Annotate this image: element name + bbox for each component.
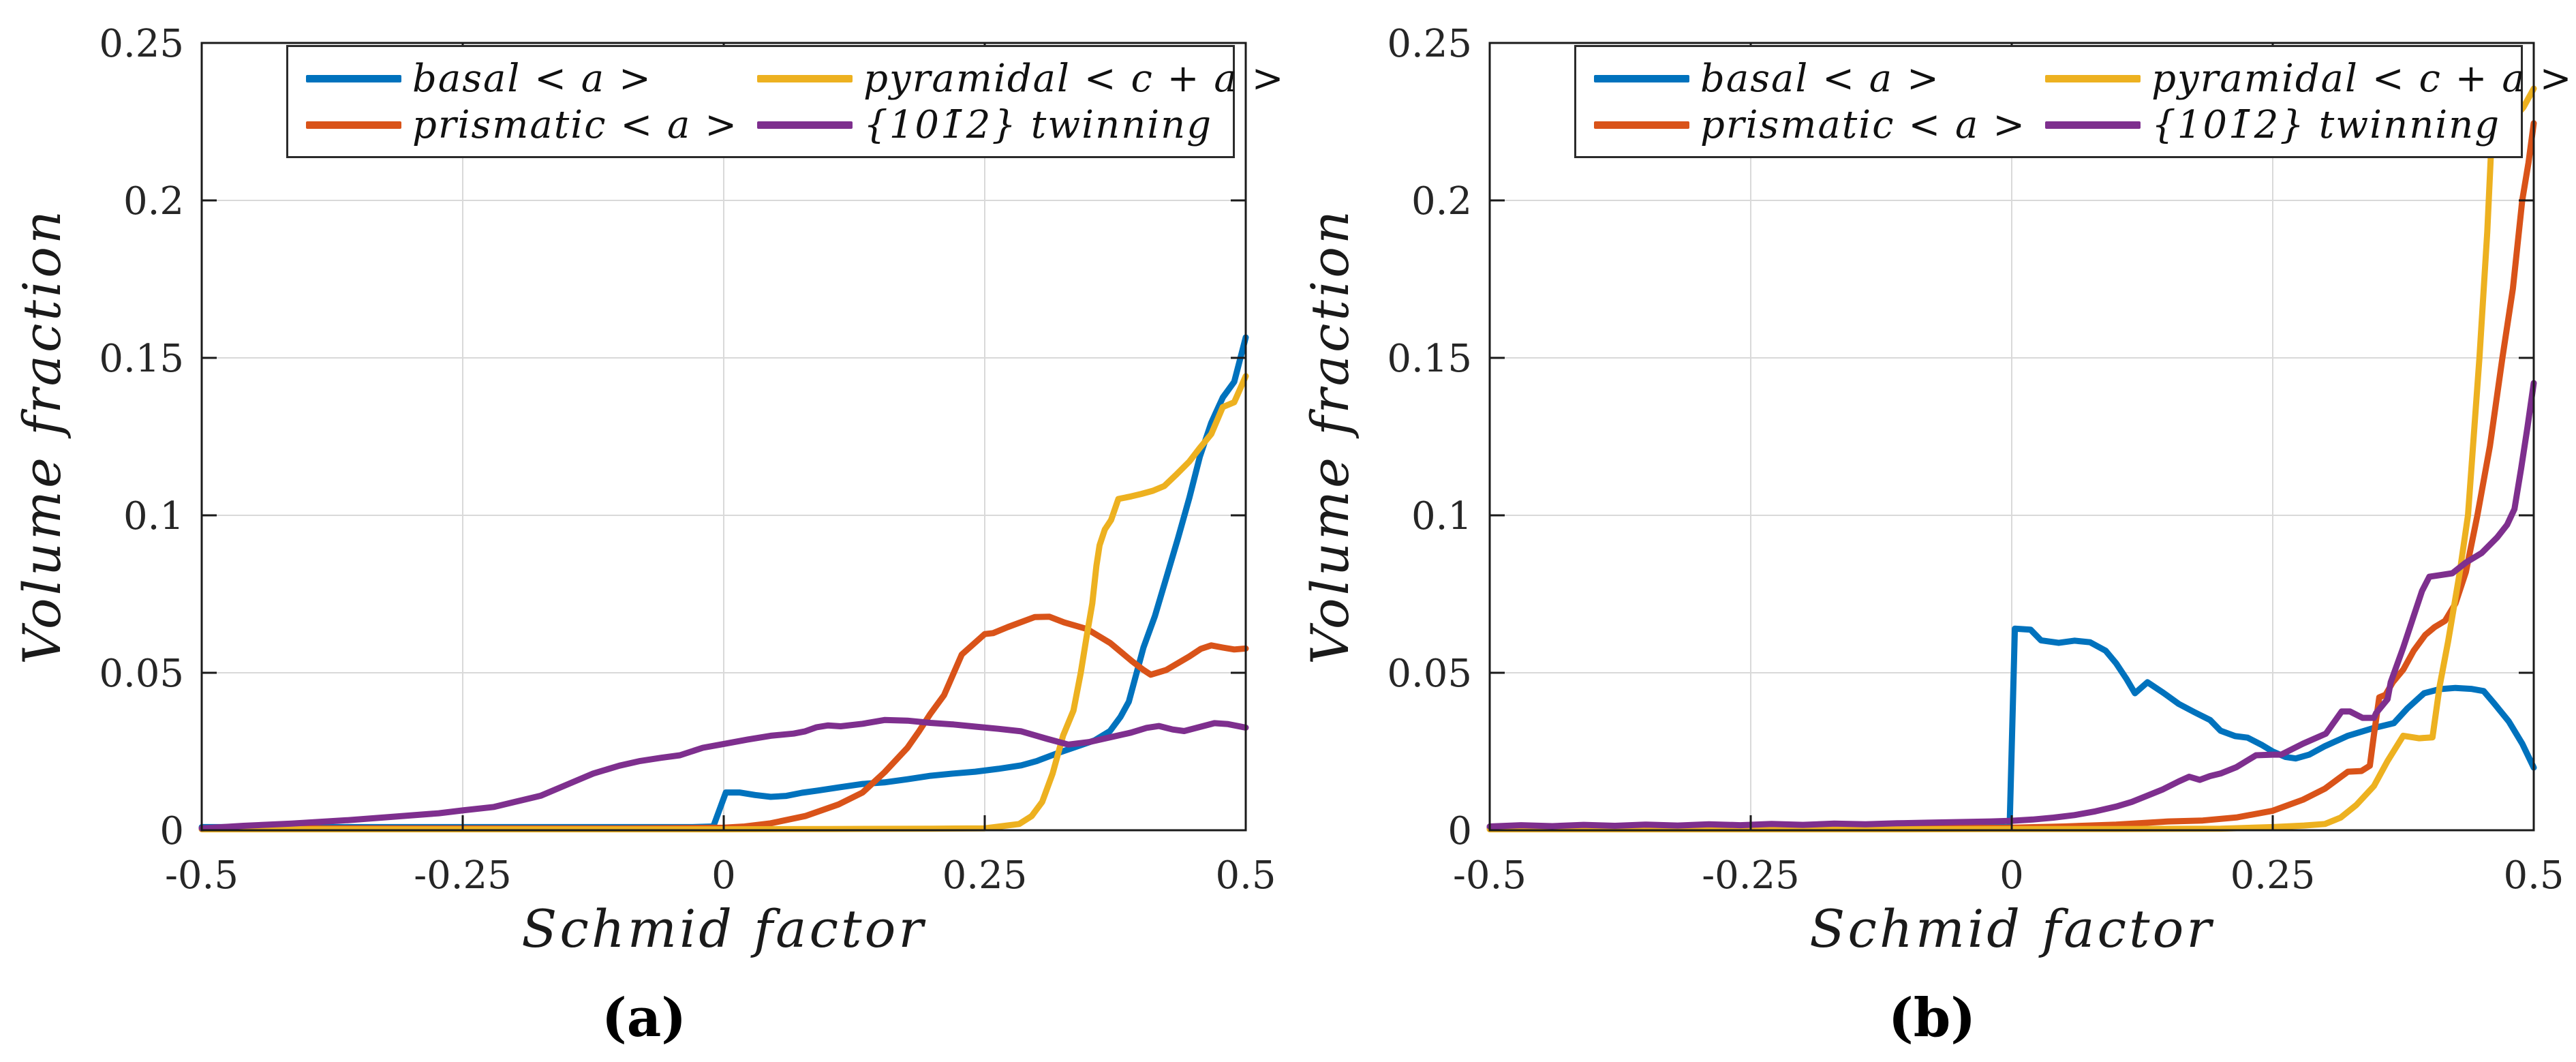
legend-label: prismatic < a > <box>412 102 739 147</box>
legend-line-swatch <box>2045 74 2141 82</box>
x-tick-label: -0.25 <box>1702 853 1800 898</box>
y-tick-label: 0.25 <box>99 22 184 66</box>
tick-labels: -0.5 -0.25 0 0.25 0.5 0 0.05 0.1 0.15 0.2 0.25 <box>99 22 1276 898</box>
panel-caption-b: (b) <box>1888 987 1976 1049</box>
y-tick-label: 0 <box>1447 809 1472 853</box>
legend-item-pyramidal: pyramidal < c + a > <box>757 56 1285 101</box>
chart-canvas-a: -0.5 -0.25 0 0.25 0.5 0 0.05 0.1 0.15 0.2 0.25 <box>99 22 1276 898</box>
y-tick-label: 0.2 <box>1411 179 1472 224</box>
legend: basal < a > pyramidal < c + a > prismatic … <box>286 45 1283 158</box>
legend-label: basal < a > <box>1700 56 1940 101</box>
panel-b: -0.5 -0.25 0 0.25 0.5 0 0.05 0.1 0.15 0.2 0.25 bas… <box>1288 0 2576 1062</box>
x-axis-label: Schmid factor <box>521 898 926 959</box>
panel-a: -0.5 -0.25 0 0.25 0.5 0 0.05 0.1 0.15 0.2 0.25 bas… <box>12 22 1283 1049</box>
y-tick-label: 0.2 <box>123 179 184 224</box>
y-tick-label: 0.1 <box>1411 494 1472 538</box>
series-group <box>1486 85 2537 833</box>
panel-caption-a: (a) <box>601 987 687 1049</box>
x-tick-label: 0.25 <box>942 853 1028 898</box>
x-tick-label: -0.25 <box>414 853 512 898</box>
legend-item-twinning: {101̄2} twinning <box>2045 103 2573 147</box>
legend-label: basal < a > <box>412 56 652 101</box>
legend-label: prismatic < a > <box>1700 102 2027 147</box>
legend-line-swatch <box>2045 121 2141 129</box>
x-tick-label: -0.5 <box>165 853 239 898</box>
series-line-pyramidal <box>198 373 1249 833</box>
x-tick-label: 0.5 <box>1215 853 1276 898</box>
series-line-twinning <box>198 716 1249 832</box>
legend-label: pyramidal < c + a > <box>2151 56 2573 101</box>
legend-item-twinning: {101̄2} twinning <box>757 103 1285 147</box>
x-tick-label: 0 <box>1999 853 2024 898</box>
legend-label: pyramidal < c + a > <box>863 56 1285 101</box>
legend: basal < a > pyramidal < c + a > prismatic … <box>1574 45 2571 158</box>
x-tick-label: 0.25 <box>2230 853 2316 898</box>
legend-line-swatch <box>306 74 401 82</box>
y-axis-label: Volume fraction <box>1300 208 1360 665</box>
legend-line-swatch <box>757 121 853 129</box>
legend-line-swatch <box>1594 74 1689 82</box>
legend-item-pyramidal: pyramidal < c + a > <box>2045 56 2573 101</box>
y-tick-label: 0 <box>159 809 184 853</box>
y-tick-label: 0.15 <box>1387 337 1472 381</box>
legend-label: {101̄2} twinning <box>2151 102 2501 147</box>
legend-label: {101̄2} twinning <box>863 102 1213 147</box>
x-tick-label: 0 <box>711 853 736 898</box>
legend-item-basal: basal < a > <box>306 56 738 101</box>
legend-line-swatch <box>757 74 853 82</box>
legend-item-prismatic: prismatic < a > <box>306 103 738 147</box>
y-tick-label: 0.15 <box>99 337 184 381</box>
tick-labels: -0.5 -0.25 0 0.25 0.5 0 0.05 0.1 0.15 0.2 0.25 <box>1387 22 2564 898</box>
legend-line-swatch <box>306 121 401 129</box>
y-tick-label: 0.05 <box>1387 652 1472 696</box>
x-tick-label: -0.5 <box>1453 853 1527 898</box>
y-tick-label: 0.05 <box>99 652 184 696</box>
legend-line-swatch <box>1594 121 1689 129</box>
legend-item-basal: basal < a > <box>1594 56 2026 101</box>
series-group <box>198 334 1249 833</box>
legend-item-prismatic: prismatic < a > <box>1594 103 2026 147</box>
chart-canvas-b: -0.5 -0.25 0 0.25 0.5 0 0.05 0.1 0.15 0.2 0.25 <box>1387 22 2564 898</box>
y-tick-label: 0.25 <box>1387 22 1472 66</box>
y-axis-label: Volume fraction <box>12 208 72 665</box>
series-line-twinning <box>1486 380 2537 830</box>
grid <box>201 42 1246 831</box>
series-line-basal <box>198 334 1249 830</box>
x-axis-label: Schmid factor <box>1809 898 2214 959</box>
y-tick-label: 0.1 <box>123 494 184 538</box>
x-tick-label: 0.5 <box>2503 853 2564 898</box>
